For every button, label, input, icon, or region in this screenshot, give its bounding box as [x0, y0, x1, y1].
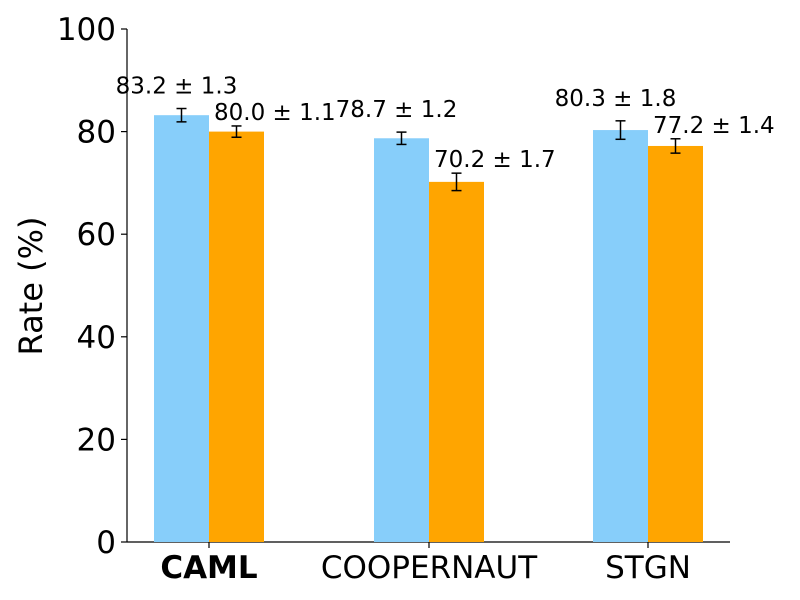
x-tick-label-caml: CAML [160, 550, 257, 586]
data-label: 77.2 ± 1.4 [653, 113, 775, 139]
bar-series-1-coopernaut [374, 138, 429, 543]
y-tick-label: 40 [77, 320, 116, 356]
bar-series-2-coopernaut [429, 181, 484, 542]
x-tick-label-stgn: STGN [605, 550, 691, 586]
y-axis-title: Rate (%) [12, 217, 50, 356]
data-label: 80.3 ± 1.8 [555, 86, 677, 112]
data-label: 70.2 ± 1.7 [434, 147, 556, 173]
y-tick-label: 100 [57, 12, 116, 48]
y-tick-label: 80 [77, 115, 116, 151]
bar-series-2-stgn [648, 145, 703, 543]
plot-area: 0 20 40 60 80 100 CAML COOPERNAUT STGN 83.2 ± 1.3… [57, 12, 775, 586]
y-tick-label: 0 [96, 525, 116, 561]
data-label: 80.0 ± 1.1 [214, 100, 336, 126]
y-tick-label: 60 [77, 217, 116, 253]
data-label: 83.2 ± 1.3 [116, 74, 238, 100]
bar-series-2-caml [209, 131, 264, 542]
x-tick-label-coopernaut: COOPERNAUT [321, 550, 538, 586]
y-tick-label: 20 [77, 422, 116, 458]
data-label: 78.7 ± 1.2 [336, 97, 458, 123]
bar-series-1-stgn [593, 130, 648, 542]
bar-series-1-caml [154, 115, 209, 543]
